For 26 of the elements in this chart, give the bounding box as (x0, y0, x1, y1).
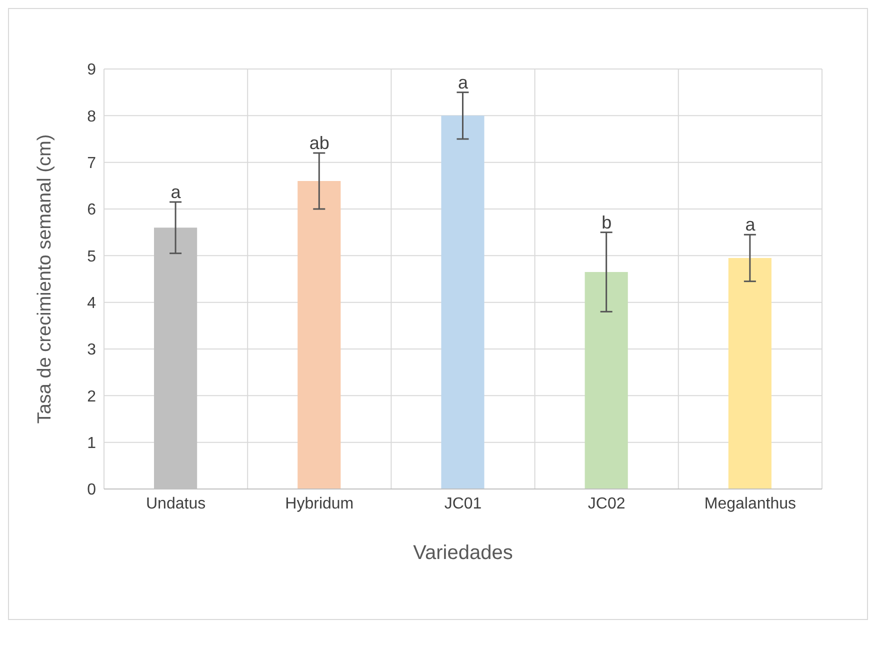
bar (298, 181, 341, 489)
annotation: ab (309, 133, 330, 153)
y-tick-label: 3 (87, 342, 96, 359)
x-tick-label: Hybridum (285, 495, 354, 512)
y-axis-title: Tasa de crecimiento semanal (cm) (34, 134, 56, 424)
x-tick-label: JC01 (444, 495, 482, 512)
x-axis-title: Variedades (413, 542, 513, 564)
y-tick-label: 2 (87, 388, 96, 406)
annotation: a (458, 72, 469, 92)
annotation: b (602, 212, 612, 232)
y-tick-label: 5 (87, 248, 96, 266)
annotation: a (170, 182, 182, 202)
y-tick-label: 7 (87, 155, 96, 172)
y-tick-label: 1 (87, 435, 96, 452)
y-tick-label: 8 (87, 108, 96, 126)
y-tick-label: 4 (87, 295, 96, 312)
y-tick-label: 0 (87, 482, 96, 499)
x-tick-label: Megalanthus (704, 495, 796, 512)
annotation: a (745, 214, 756, 235)
bar (441, 116, 484, 489)
x-tick-label: JC02 (588, 495, 626, 512)
y-tick-label: 6 (87, 202, 96, 219)
x-tick-label: Undatus (146, 495, 206, 512)
bar (728, 258, 772, 489)
y-tick-label: 9 (87, 62, 96, 79)
bar (584, 272, 628, 489)
